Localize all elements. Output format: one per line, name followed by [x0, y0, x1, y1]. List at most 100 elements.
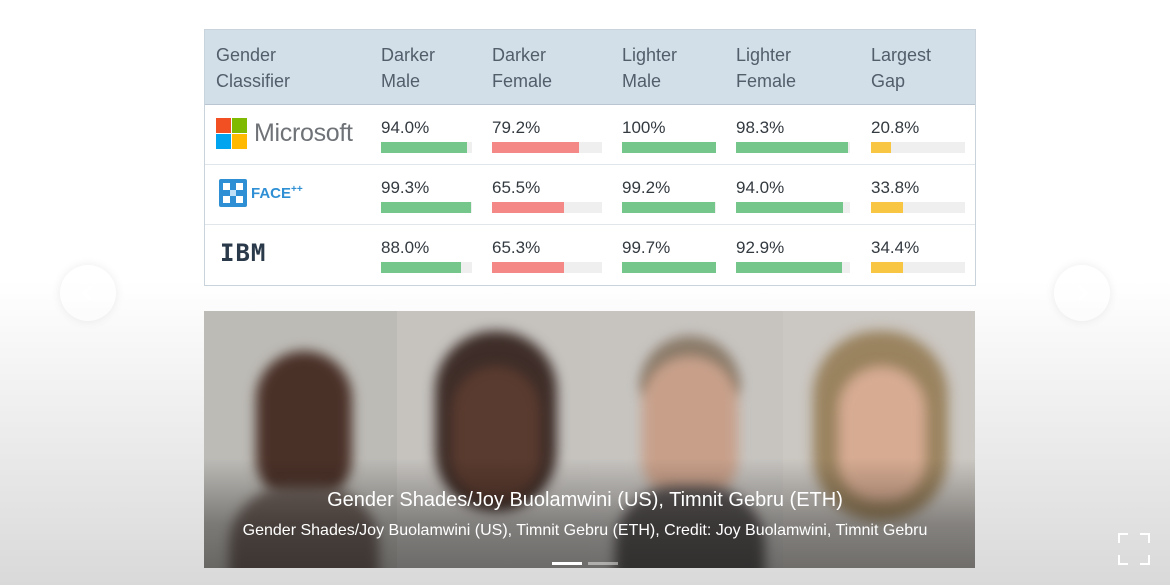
chevron-right-icon: [1077, 284, 1089, 302]
metric-bar-track: [871, 202, 965, 213]
metric-bar-fill: [736, 262, 842, 273]
metric-bar-fill: [871, 202, 903, 213]
metric-cell: 65.5%: [492, 178, 602, 213]
slide-indicators: [552, 562, 618, 565]
metric-bar-fill: [622, 142, 716, 153]
header-gender-classifier: Gender Classifier: [216, 45, 291, 91]
metric-bar-track: [736, 262, 850, 273]
metric-value: 33.8%: [871, 178, 920, 197]
face-shape: [838, 366, 926, 501]
metric-bar-fill: [871, 142, 891, 153]
metric-cell: 34.4%: [871, 238, 965, 273]
metric-bar-track: [736, 202, 850, 213]
metric-bar-track: [871, 262, 965, 273]
metric-value: 94.0%: [736, 178, 785, 197]
face-shape: [642, 356, 738, 501]
metric-bar-track: [381, 202, 472, 213]
metric-value: 98.3%: [736, 118, 785, 137]
metric-bar-fill: [381, 202, 471, 213]
metric-value: 92.9%: [736, 238, 785, 257]
face-panel-lighter-male: [590, 311, 783, 568]
metric-cell: 94.0%: [736, 178, 850, 213]
metric-cell: 79.2%: [492, 118, 602, 153]
classifier-name: FACE++: [251, 184, 303, 202]
table-row: FACE++ 99.3% 65.5% 99.2% 94.0% 33.8%: [205, 165, 975, 225]
metric-bar-fill: [736, 142, 848, 153]
table-header: Gender Classifier Darker Male Darker Fem…: [205, 30, 975, 105]
gender-classifier-table: Gender Classifier Darker Male Darker Fem…: [204, 29, 976, 286]
metric-cell: 100%: [622, 118, 716, 153]
table-row: IBM 88.0% 65.3% 99.7% 92.9% 34.4%: [205, 225, 975, 285]
metric-cell: 99.3%: [381, 178, 472, 213]
metric-bar-track: [622, 262, 716, 273]
metric-bar-track: [871, 142, 965, 153]
metric-value: 99.3%: [381, 178, 430, 197]
microsoft-logo-icon: [216, 117, 247, 149]
metric-bar-track: [622, 202, 716, 213]
header-lighter-male: Lighter Male: [622, 45, 678, 91]
caption-gradient: [204, 458, 975, 568]
metric-cell: 65.3%: [492, 238, 602, 273]
microsoft-logo: Microsoft: [216, 115, 353, 151]
slide-indicator-2[interactable]: [588, 562, 618, 565]
metric-value: 65.3%: [492, 238, 541, 257]
face-plus-plus-logo-icon: [219, 179, 247, 207]
metric-value: 100%: [622, 118, 666, 137]
metric-value: 88.0%: [381, 238, 430, 257]
shoulders-shape: [615, 486, 765, 568]
chevron-left-icon: [81, 284, 93, 302]
fullscreen-icon[interactable]: [1118, 533, 1150, 565]
metric-bar-track: [381, 142, 472, 153]
metric-value: 20.8%: [871, 118, 920, 137]
metric-bar-fill: [622, 202, 715, 213]
metric-cell: 92.9%: [736, 238, 850, 273]
slide-indicator-1[interactable]: [552, 562, 582, 565]
metric-bar-fill: [622, 262, 716, 273]
metric-bar-fill: [381, 142, 467, 153]
caption-title: Gender Shades/Joy Buolamwini (US), Timni…: [327, 489, 843, 511]
metric-value: 99.7%: [622, 238, 671, 257]
metric-bar-track: [492, 202, 602, 213]
face-shape: [452, 366, 540, 501]
ibm-logo: IBM: [216, 235, 266, 271]
metric-value: 99.2%: [622, 178, 671, 197]
metric-bar-fill: [492, 262, 564, 273]
table-row: Microsoft 94.0% 79.2% 100% 98.3% 20.8%: [205, 105, 975, 165]
shoulders-shape: [229, 486, 379, 568]
metric-bar-track: [622, 142, 716, 153]
metric-bar-fill: [871, 262, 903, 273]
metric-bar-fill: [736, 202, 843, 213]
caption-subtitle: Gender Shades/Joy Buolamwini (US), Timni…: [242, 522, 928, 539]
metric-bar-track: [381, 262, 472, 273]
header-lighter-female: Lighter Female: [736, 45, 797, 91]
face-plus-plus-logo: FACE++: [219, 175, 303, 211]
metric-value: 79.2%: [492, 118, 541, 137]
metric-cell: 33.8%: [871, 178, 965, 213]
metric-bar-fill: [381, 262, 461, 273]
metric-value: 94.0%: [381, 118, 430, 137]
face-panel-darker-female: [397, 311, 590, 568]
metric-cell: 20.8%: [871, 118, 965, 153]
header-largest-gap: Largest Gap: [871, 45, 932, 91]
average-faces-image: [204, 311, 975, 568]
face-panel-lighter-female: [783, 311, 975, 568]
metric-cell: 98.3%: [736, 118, 850, 153]
header-darker-male: Darker Male: [381, 45, 436, 91]
next-slide-button[interactable]: [1054, 265, 1110, 321]
classifier-name: Microsoft: [254, 118, 353, 147]
metric-value: 34.4%: [871, 238, 920, 257]
metric-bar-fill: [492, 142, 579, 153]
ibm-logo-icon: IBM: [220, 239, 267, 267]
metric-cell: 94.0%: [381, 118, 472, 153]
face-shape: [256, 351, 352, 501]
metric-cell: 88.0%: [381, 238, 472, 273]
metric-bar-track: [492, 142, 602, 153]
metric-bar-track: [492, 262, 602, 273]
previous-slide-button[interactable]: [60, 265, 116, 321]
metric-cell: 99.7%: [622, 238, 716, 273]
metric-bar-fill: [492, 202, 564, 213]
metric-value: 65.5%: [492, 178, 541, 197]
header-darker-female: Darker Female: [492, 45, 553, 91]
face-panel-darker-male: [204, 311, 397, 568]
metric-bar-track: [736, 142, 850, 153]
